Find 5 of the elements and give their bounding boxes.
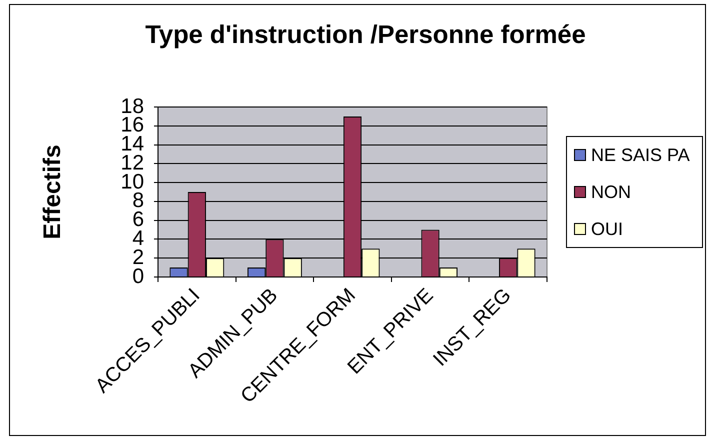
y-axis-title: Effectifs — [39, 144, 66, 240]
legend-label: NON — [591, 182, 631, 202]
legend-label: NE SAIS PA — [591, 144, 690, 165]
chart-title: Type d'instruction /Personne formée — [145, 21, 586, 50]
legend-label: OUI — [591, 218, 624, 239]
